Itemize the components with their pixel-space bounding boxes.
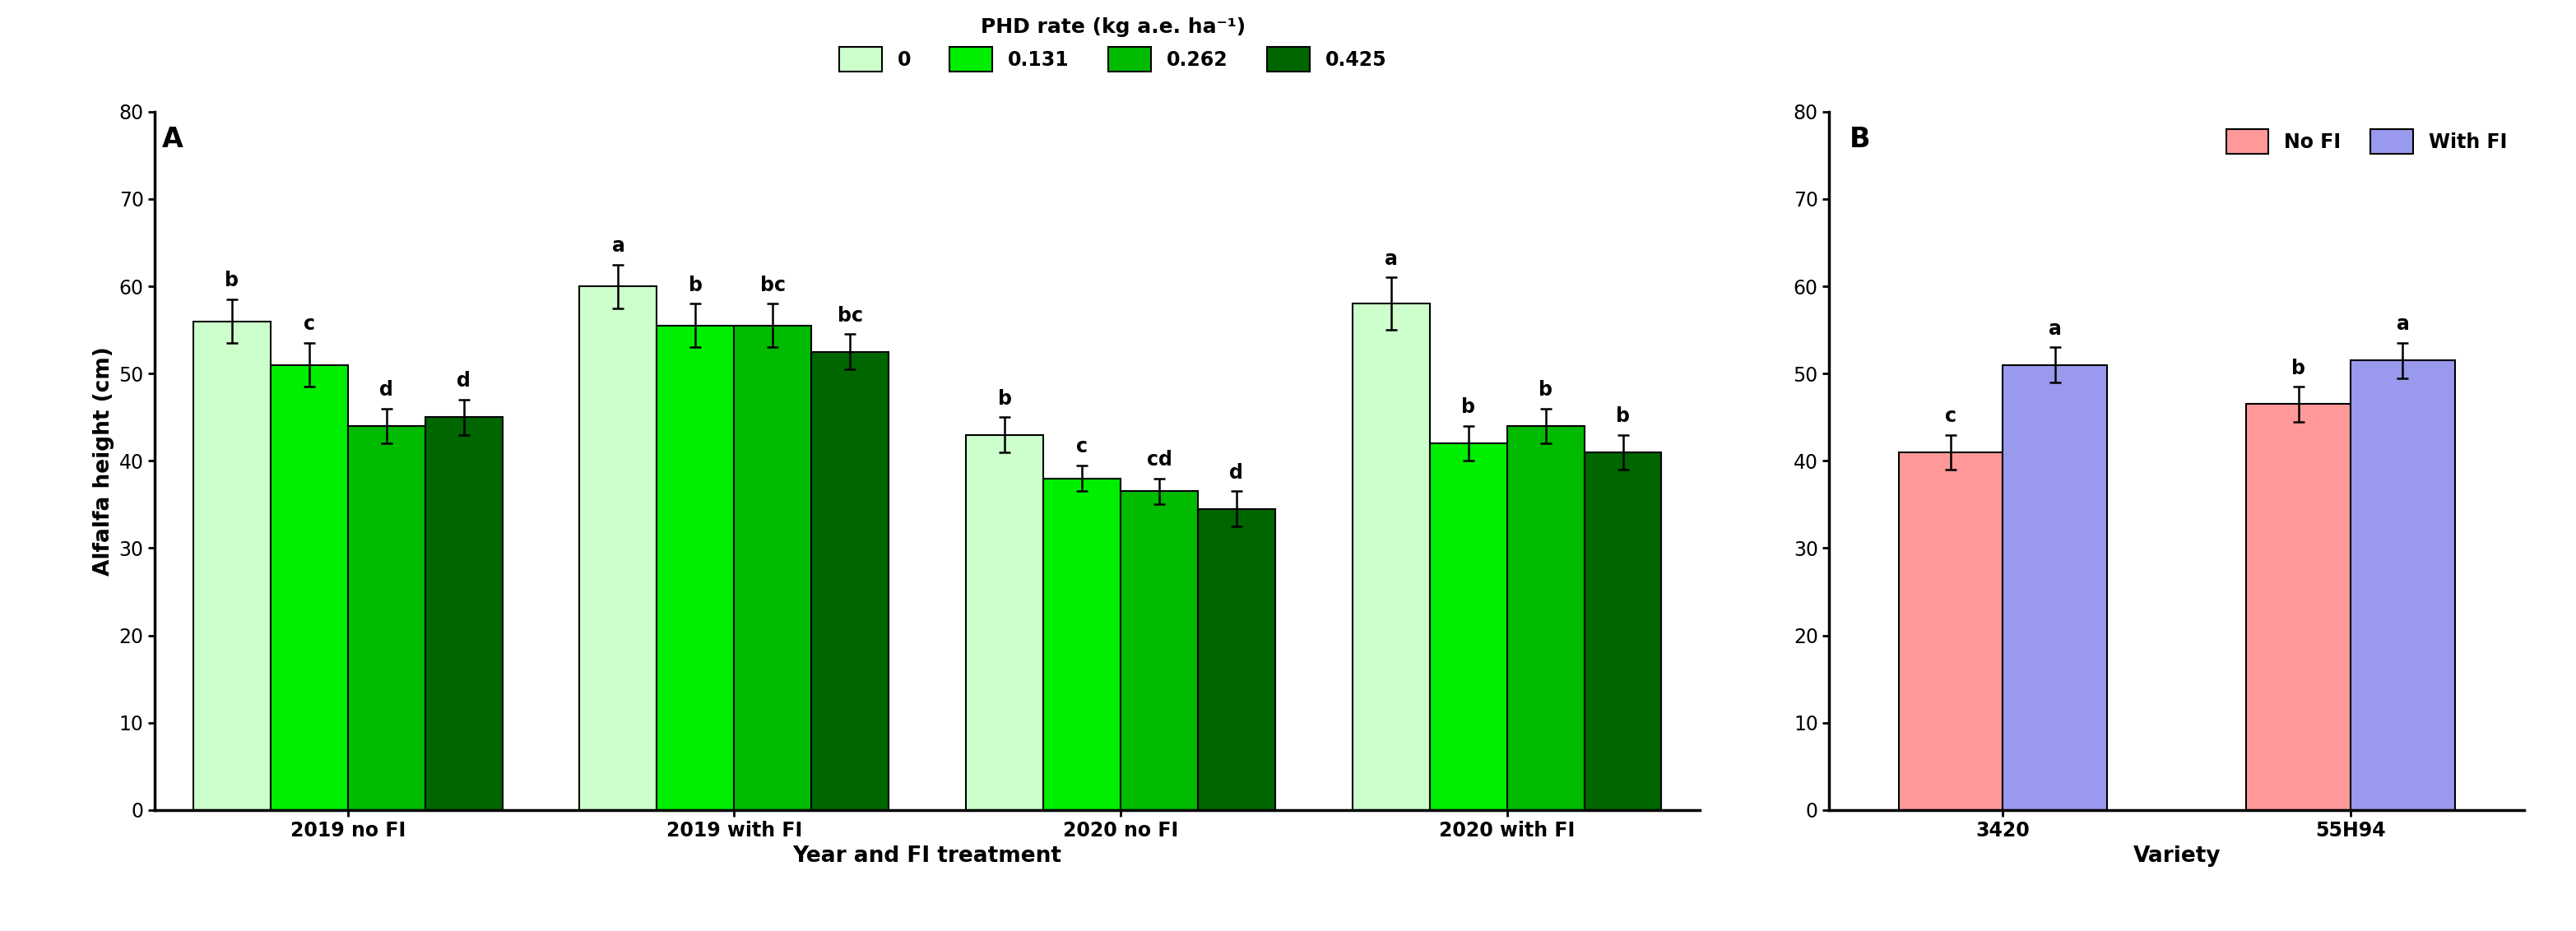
Text: a: a xyxy=(2396,315,2409,334)
Bar xyxy=(2246,404,2349,810)
Bar xyxy=(2349,360,2455,810)
Text: a: a xyxy=(2048,319,2061,339)
Text: A: A xyxy=(162,126,183,153)
Bar xyxy=(1352,304,1430,810)
Bar xyxy=(2004,365,2107,810)
Text: d: d xyxy=(379,380,394,399)
Text: cd: cd xyxy=(1146,450,1172,469)
Text: b: b xyxy=(688,276,703,295)
Bar xyxy=(1121,492,1198,810)
Text: b: b xyxy=(1615,406,1631,426)
Text: b: b xyxy=(997,389,1012,409)
Text: b: b xyxy=(1461,398,1476,417)
Text: c: c xyxy=(1945,406,1955,426)
Bar xyxy=(348,426,425,810)
Bar xyxy=(580,287,657,810)
Text: a: a xyxy=(611,236,626,256)
Bar xyxy=(1584,452,1662,810)
Bar xyxy=(1507,426,1584,810)
Bar xyxy=(734,326,811,810)
Bar xyxy=(270,365,348,810)
Text: c: c xyxy=(304,315,314,334)
Bar xyxy=(193,321,270,810)
Bar xyxy=(1430,443,1507,810)
Bar xyxy=(811,352,889,810)
Bar xyxy=(1198,509,1275,810)
Bar xyxy=(1043,479,1121,810)
Text: B: B xyxy=(1850,126,1870,153)
Text: b: b xyxy=(224,271,240,290)
Text: d: d xyxy=(1229,463,1244,482)
X-axis label: Variety: Variety xyxy=(2133,845,2221,867)
Text: bc: bc xyxy=(837,305,863,326)
Text: a: a xyxy=(1383,250,1399,269)
Bar xyxy=(1899,452,2004,810)
Text: bc: bc xyxy=(760,276,786,295)
Text: c: c xyxy=(1077,437,1087,456)
X-axis label: Year and FI treatment: Year and FI treatment xyxy=(793,845,1061,867)
Text: d: d xyxy=(456,371,471,391)
Text: b: b xyxy=(2293,358,2306,378)
Legend: 0, 0.131, 0.262, 0.425: 0, 0.131, 0.262, 0.425 xyxy=(832,9,1394,80)
Bar xyxy=(966,435,1043,810)
Bar xyxy=(657,326,734,810)
Y-axis label: Alfalfa height (cm): Alfalfa height (cm) xyxy=(93,346,113,575)
Text: b: b xyxy=(1538,380,1553,399)
Bar xyxy=(425,417,502,810)
Legend: No FI, With FI: No FI, With FI xyxy=(2218,121,2514,162)
